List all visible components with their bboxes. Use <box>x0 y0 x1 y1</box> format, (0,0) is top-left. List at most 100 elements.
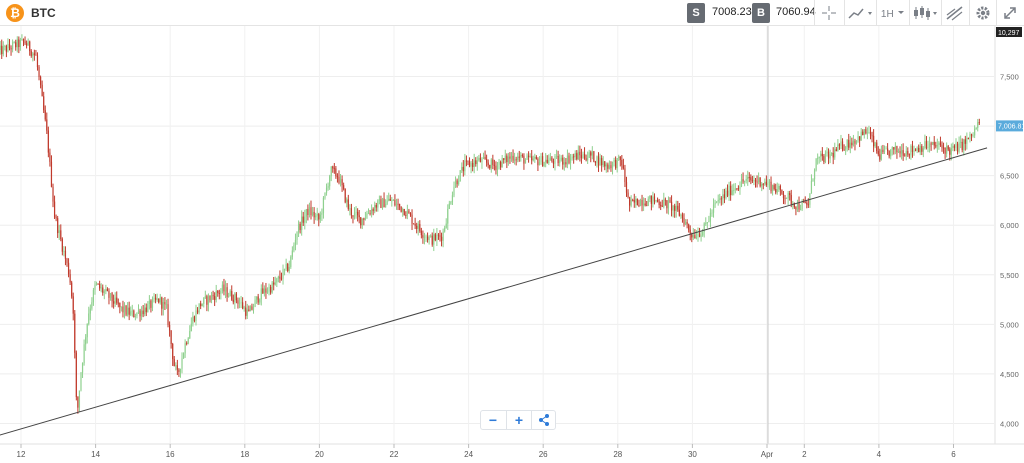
candle-body <box>737 188 740 190</box>
candle-body <box>398 203 401 207</box>
price-chart[interactable]: 4,0004,5005,0005,5006,0006,5007,0007,500… <box>0 26 1024 463</box>
candle-body <box>116 297 118 303</box>
x-tick-label: 24 <box>464 450 473 459</box>
candle-body <box>357 211 359 216</box>
share-icon[interactable] <box>531 411 556 429</box>
chart-type-icon[interactable] <box>846 3 874 23</box>
candle-body <box>78 390 81 408</box>
candle-body <box>655 199 657 202</box>
candle-body <box>618 156 620 159</box>
candle-body <box>61 239 63 252</box>
candle-body <box>4 46 6 47</box>
candle-body <box>322 197 325 214</box>
settings-icon[interactable] <box>971 3 995 23</box>
trendline[interactable] <box>0 147 988 436</box>
candle-body <box>168 324 171 331</box>
zoom-out-button[interactable]: − <box>488 412 498 428</box>
chart-grid <box>0 26 994 444</box>
candle-body <box>85 337 87 345</box>
candle-body <box>512 155 514 161</box>
candle-body <box>905 150 907 157</box>
candle-body <box>793 203 795 208</box>
candle-body <box>792 203 794 205</box>
sell-tag[interactable]: S <box>687 3 705 23</box>
candle-body <box>871 135 873 137</box>
candle-body <box>41 84 43 97</box>
candle-body <box>128 307 130 315</box>
candle-body <box>883 149 886 153</box>
candle-body <box>787 193 789 199</box>
candle-body <box>127 307 129 315</box>
zoom-in-button[interactable]: + <box>506 411 531 429</box>
candle-body <box>537 158 539 166</box>
candle-body <box>490 159 492 169</box>
crosshair-icon[interactable] <box>816 3 842 23</box>
candle-body <box>779 185 781 191</box>
candle-body <box>562 157 564 165</box>
candle-body <box>479 157 482 163</box>
candle-body <box>601 158 603 166</box>
candle-body <box>596 156 598 163</box>
candles-layer <box>0 34 980 414</box>
candle-body <box>966 137 968 144</box>
candle-body <box>688 224 690 230</box>
sell-price[interactable]: 7008.23 <box>712 6 752 18</box>
candle-body <box>182 353 185 359</box>
candle-body <box>355 211 357 213</box>
candle-body <box>217 290 219 293</box>
candle-body <box>967 137 970 140</box>
candle-body <box>156 298 158 300</box>
candle-body <box>75 352 77 398</box>
candle-body <box>831 152 833 155</box>
candle-body <box>942 147 945 149</box>
candle-body <box>179 368 182 372</box>
candles-icon[interactable] <box>911 3 939 23</box>
x-tick-label: 6 <box>951 450 956 459</box>
candle-body <box>269 286 272 293</box>
candle-body <box>619 156 621 160</box>
timeframe-dropdown[interactable]: 1H <box>879 3 907 23</box>
y-tick-label: 4,000 <box>1000 420 1019 429</box>
candle-body <box>594 161 597 163</box>
buy-tag[interactable]: B <box>752 3 770 23</box>
candle-body <box>495 165 497 170</box>
candle-body <box>5 46 7 52</box>
candle-body <box>102 287 104 293</box>
drawing-tools-icon[interactable] <box>943 3 967 23</box>
candle-body <box>803 201 805 203</box>
candle-body <box>81 363 84 373</box>
candle-body <box>785 198 788 200</box>
candle-body <box>454 180 457 187</box>
candle-body <box>771 185 774 192</box>
x-tick-label: 22 <box>390 450 399 459</box>
candle-body <box>464 160 466 172</box>
candle-body <box>740 179 743 187</box>
candle-body <box>509 156 511 159</box>
candle-body <box>100 287 102 289</box>
candle-body <box>245 307 247 316</box>
fullscreen-icon[interactable] <box>998 3 1022 23</box>
candle-body <box>117 302 119 304</box>
candle-body <box>913 149 915 152</box>
candle-body <box>321 213 323 215</box>
candle-body <box>307 209 309 215</box>
candle-body <box>414 223 416 226</box>
buy-price[interactable]: 7060.94 <box>776 6 816 18</box>
candle-body <box>297 223 300 233</box>
candle-body <box>181 358 183 369</box>
trendline-layer[interactable] <box>0 147 988 436</box>
candle-body <box>817 157 819 159</box>
candle-body <box>840 141 842 146</box>
candle-body <box>243 307 245 309</box>
candle-body <box>67 262 70 275</box>
candle-body <box>587 157 589 161</box>
candle-body <box>204 296 206 298</box>
candle-body <box>80 372 82 391</box>
candle-body <box>25 43 28 46</box>
candle-body <box>336 176 339 177</box>
candle-body <box>417 223 419 229</box>
candle-body <box>955 143 957 148</box>
candle-body <box>193 316 196 321</box>
candle-body <box>647 198 649 206</box>
candle-body <box>837 144 839 152</box>
